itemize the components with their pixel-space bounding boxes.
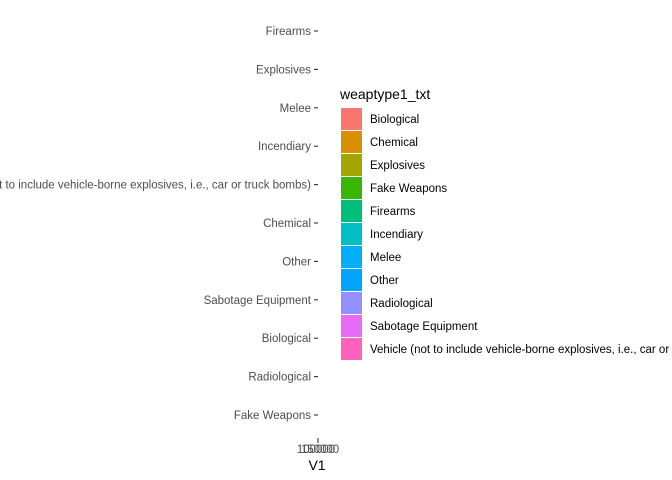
legend-key <box>341 223 362 245</box>
y-tick-label: Explosives <box>256 64 311 76</box>
legend-title: weaptype1_txt <box>339 86 430 102</box>
legend-label: Radiological <box>370 298 433 310</box>
legend-key <box>341 338 362 360</box>
legend-label: Melee <box>370 252 401 264</box>
y-tick-label: Incendiary <box>258 141 311 153</box>
y-tick-label: Vehicle (not to include vehicle-borne ex… <box>0 180 311 192</box>
y-tick-label: Biological <box>262 333 311 345</box>
legend-key <box>341 269 362 291</box>
legend-label: Fake Weapons <box>370 183 447 195</box>
legend-label: Firearms <box>370 206 416 218</box>
legend-key <box>341 177 362 199</box>
legend-label: Vehicle (not to include vehicle-borne ex… <box>370 344 672 356</box>
x-tick-label: 150000 <box>301 444 339 456</box>
legend-key <box>341 200 362 222</box>
y-axis: Firearms Explosives Melee Incendiary Vehicle… <box>0 26 318 422</box>
y-tick-label: Other <box>282 256 311 268</box>
y-tick-label: Chemical <box>263 218 311 230</box>
legend-key <box>341 292 362 314</box>
legend-label: Incendiary <box>370 229 423 241</box>
legend-key <box>341 154 362 176</box>
legend-key <box>341 131 362 153</box>
legend-key <box>341 246 362 268</box>
y-tick-label: Radiological <box>248 372 311 384</box>
legend-label: Biological <box>370 114 419 126</box>
legend: weaptype1_txt Biological Chemical Explosiv… <box>339 86 672 360</box>
legend-label: Other <box>370 275 399 287</box>
legend-key <box>341 315 362 337</box>
y-tick-label: Firearms <box>266 26 312 38</box>
legend-label: Explosives <box>370 160 425 172</box>
x-axis-title: V1 <box>308 457 325 473</box>
legend-key <box>341 108 362 130</box>
x-tick-label: 100000 <box>297 444 335 456</box>
y-tick-label: Melee <box>280 103 311 115</box>
legend-label: Chemical <box>370 137 418 149</box>
legend-label: Sabotage Equipment <box>370 321 478 333</box>
y-tick-label: Sabotage Equipment <box>204 295 312 307</box>
y-tick-label: Fake Weapons <box>234 410 311 422</box>
